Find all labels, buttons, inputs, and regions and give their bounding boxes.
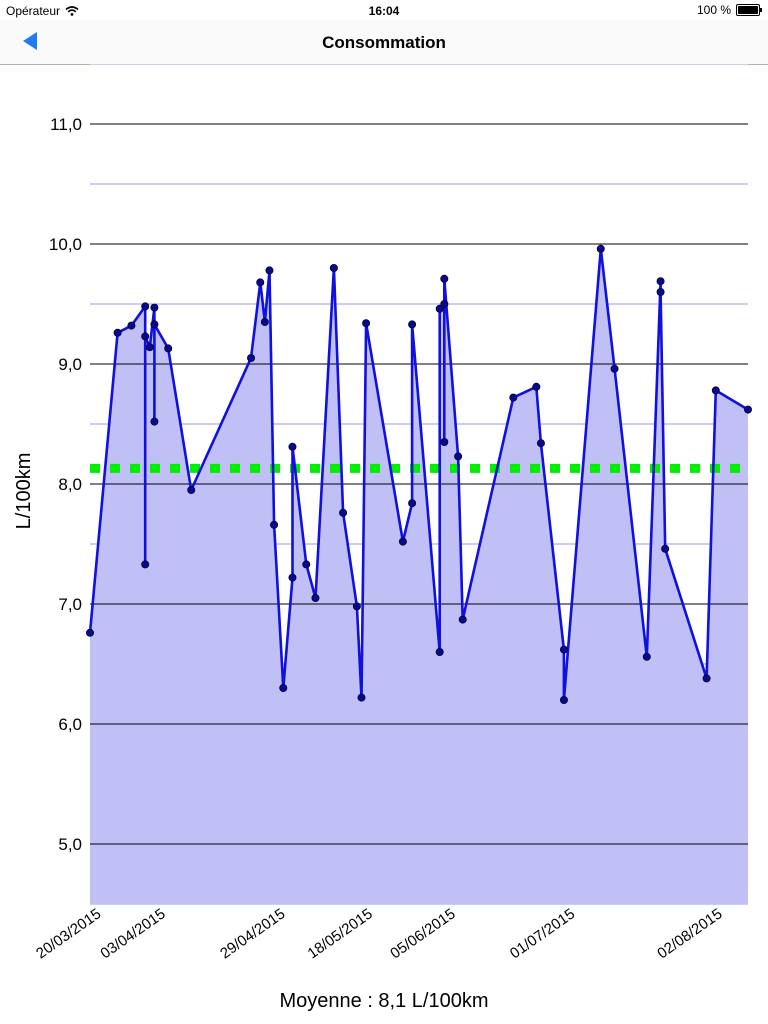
y-tick-label: 7,0 xyxy=(58,595,82,614)
data-point xyxy=(113,328,122,337)
y-axis-label: L/100km xyxy=(13,453,35,530)
y-tick-label: 8,0 xyxy=(58,475,82,494)
data-point xyxy=(656,277,665,286)
data-point xyxy=(458,615,467,624)
data-point xyxy=(711,386,720,395)
data-point xyxy=(532,382,541,391)
data-point xyxy=(339,508,348,517)
data-point xyxy=(642,652,651,661)
data-point xyxy=(150,417,159,426)
y-tick-label: 6,0 xyxy=(58,715,82,734)
y-tick-label: 5,0 xyxy=(58,835,82,854)
status-time: 16:04 xyxy=(368,4,400,18)
data-point xyxy=(311,594,320,603)
data-point xyxy=(435,304,444,313)
x-tick-label: 05/06/2015 xyxy=(387,905,458,962)
x-tick-label: 18/05/2015 xyxy=(305,905,376,962)
data-point xyxy=(357,693,366,702)
x-tick-label: 01/07/2015 xyxy=(507,905,578,962)
average-summary: Moyenne : 8,1 L/100km xyxy=(279,990,489,1012)
data-point xyxy=(247,353,256,362)
y-tick-label: 10,0 xyxy=(49,235,82,254)
data-point xyxy=(408,499,417,508)
y-tick-labels: 11,0 10,0 9,0 8,0 7,0 6,0 5,0 xyxy=(49,115,82,854)
data-point xyxy=(288,442,297,451)
battery-icon xyxy=(736,4,762,16)
data-point xyxy=(352,602,361,611)
data-point xyxy=(536,439,545,448)
y-tick-label: 9,0 xyxy=(58,355,82,374)
data-point xyxy=(435,648,444,657)
data-point xyxy=(329,263,338,272)
major-grid xyxy=(90,123,748,845)
data-point xyxy=(440,437,449,446)
data-point xyxy=(454,452,463,461)
carrier-label: Opérateur xyxy=(6,4,61,18)
consumption-chart: 11,0 10,0 9,0 8,0 7,0 6,0 5,0 20/03/201503/04/… xyxy=(13,64,753,962)
data-point xyxy=(398,537,407,546)
page-title: Consommation xyxy=(322,33,446,52)
back-button[interactable] xyxy=(20,31,44,53)
data-markers xyxy=(86,244,753,705)
data-point xyxy=(141,332,150,341)
wifi-icon xyxy=(65,6,79,16)
data-point xyxy=(127,321,136,330)
data-point xyxy=(150,303,159,312)
data-point xyxy=(610,364,619,373)
y-tick-label: 11,0 xyxy=(50,115,82,134)
data-point xyxy=(744,405,753,414)
data-point xyxy=(596,244,605,253)
data-point xyxy=(256,278,265,287)
data-point xyxy=(187,485,196,494)
x-tick-label: 02/08/2015 xyxy=(654,905,725,962)
carrier-info: Opérateur xyxy=(6,4,79,18)
x-tick-label: 29/04/2015 xyxy=(217,905,288,962)
battery-percent: 100 % xyxy=(696,3,731,17)
data-point xyxy=(362,319,371,328)
x-tick-label: 20/03/2015 xyxy=(33,905,104,962)
data-point xyxy=(302,560,311,569)
data-point xyxy=(279,684,288,693)
data-point xyxy=(145,343,154,352)
data-point xyxy=(270,520,279,529)
data-point xyxy=(408,320,417,329)
data-point xyxy=(440,274,449,283)
data-point xyxy=(440,299,449,308)
data-point xyxy=(509,393,518,402)
status-bar: Opérateur 16:04 100 % xyxy=(0,0,768,22)
data-point xyxy=(86,628,95,637)
back-arrow-icon xyxy=(23,32,37,50)
data-point xyxy=(661,544,670,553)
data-point xyxy=(656,287,665,296)
data-point xyxy=(702,674,711,683)
data-point xyxy=(559,645,568,654)
navigation-bar: Consommation xyxy=(0,20,768,65)
x-tick-label: 03/04/2015 xyxy=(97,905,168,962)
data-point xyxy=(260,317,269,326)
area-fill xyxy=(90,248,748,905)
data-point xyxy=(141,560,150,569)
battery-info: 100 % xyxy=(696,3,762,17)
data-point xyxy=(265,266,274,275)
data-point xyxy=(150,320,159,329)
data-point xyxy=(141,302,150,311)
data-point xyxy=(559,696,568,705)
data-point xyxy=(288,573,297,582)
data-point xyxy=(164,344,173,353)
